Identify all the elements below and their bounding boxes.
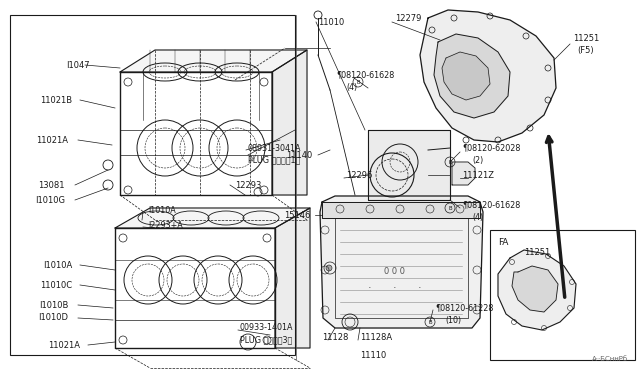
Text: (10): (10) (445, 315, 461, 324)
Text: PLUG プラグ（3）: PLUG プラグ（3） (240, 336, 292, 344)
Text: 11010: 11010 (318, 17, 344, 26)
Text: 12279: 12279 (395, 13, 421, 22)
Text: 11128A: 11128A (360, 334, 392, 343)
Text: I1047: I1047 (67, 61, 90, 70)
Text: PLUG プラグ（1）: PLUG プラグ（1） (248, 155, 300, 164)
Text: B: B (428, 320, 432, 324)
Text: I2293+A: I2293+A (148, 221, 183, 230)
Text: ¶08120-61628: ¶08120-61628 (336, 71, 394, 80)
Text: 11010C: 11010C (40, 280, 72, 289)
Text: 12293: 12293 (235, 180, 261, 189)
Text: I1010G: I1010G (35, 196, 65, 205)
Text: 15146: 15146 (284, 211, 310, 219)
Text: (F5): (F5) (577, 45, 594, 55)
Text: 13081: 13081 (38, 180, 65, 189)
Text: I1010A: I1010A (43, 260, 72, 269)
Text: 12296: 12296 (346, 170, 372, 180)
Text: I1010A: I1010A (148, 205, 176, 215)
Polygon shape (115, 208, 310, 228)
Polygon shape (498, 250, 576, 330)
Polygon shape (442, 52, 490, 100)
Polygon shape (120, 50, 307, 72)
Text: B: B (356, 80, 360, 84)
Text: 11110: 11110 (360, 350, 387, 359)
Text: .: . (368, 280, 372, 290)
Polygon shape (452, 162, 475, 185)
Text: 11128: 11128 (322, 334, 348, 343)
Text: .: . (393, 280, 397, 290)
Text: 00933-1401A: 00933-1401A (240, 324, 294, 333)
Text: B: B (448, 160, 452, 164)
Polygon shape (322, 202, 480, 218)
Text: A··БСннРб: A··БСннРб (592, 356, 628, 362)
Polygon shape (434, 34, 510, 118)
Text: (4): (4) (346, 83, 357, 92)
Text: 11251: 11251 (524, 247, 550, 257)
Text: 0 0 0: 0 0 0 (385, 267, 406, 276)
Text: 11021B: 11021B (40, 96, 72, 105)
Text: 08931-3041A: 08931-3041A (248, 144, 301, 153)
Text: 11251: 11251 (573, 33, 599, 42)
Bar (490, 230, 635, 360)
Text: I1010D: I1010D (38, 314, 68, 323)
Polygon shape (512, 266, 558, 312)
Text: I1010B: I1010B (38, 301, 68, 310)
Text: B: B (448, 205, 452, 211)
Text: 11021A: 11021A (36, 135, 68, 144)
Text: (2): (2) (472, 155, 483, 164)
Text: FA: FA (498, 237, 508, 247)
Polygon shape (368, 130, 450, 200)
Text: ¶08120-61228: ¶08120-61228 (435, 304, 493, 312)
Text: (4): (4) (472, 212, 483, 221)
Text: ¶08120-61628: ¶08120-61628 (462, 201, 520, 209)
Text: 11021A: 11021A (48, 340, 80, 350)
Text: 11140: 11140 (285, 151, 312, 160)
Text: .: . (418, 280, 422, 290)
Text: 11121Z: 11121Z (462, 170, 494, 180)
Polygon shape (272, 50, 307, 195)
Bar (10, 15, 295, 355)
Polygon shape (420, 10, 556, 142)
Circle shape (326, 265, 332, 271)
Polygon shape (320, 196, 483, 328)
Text: ¶08120-62028: ¶08120-62028 (462, 144, 520, 153)
Polygon shape (275, 208, 310, 348)
